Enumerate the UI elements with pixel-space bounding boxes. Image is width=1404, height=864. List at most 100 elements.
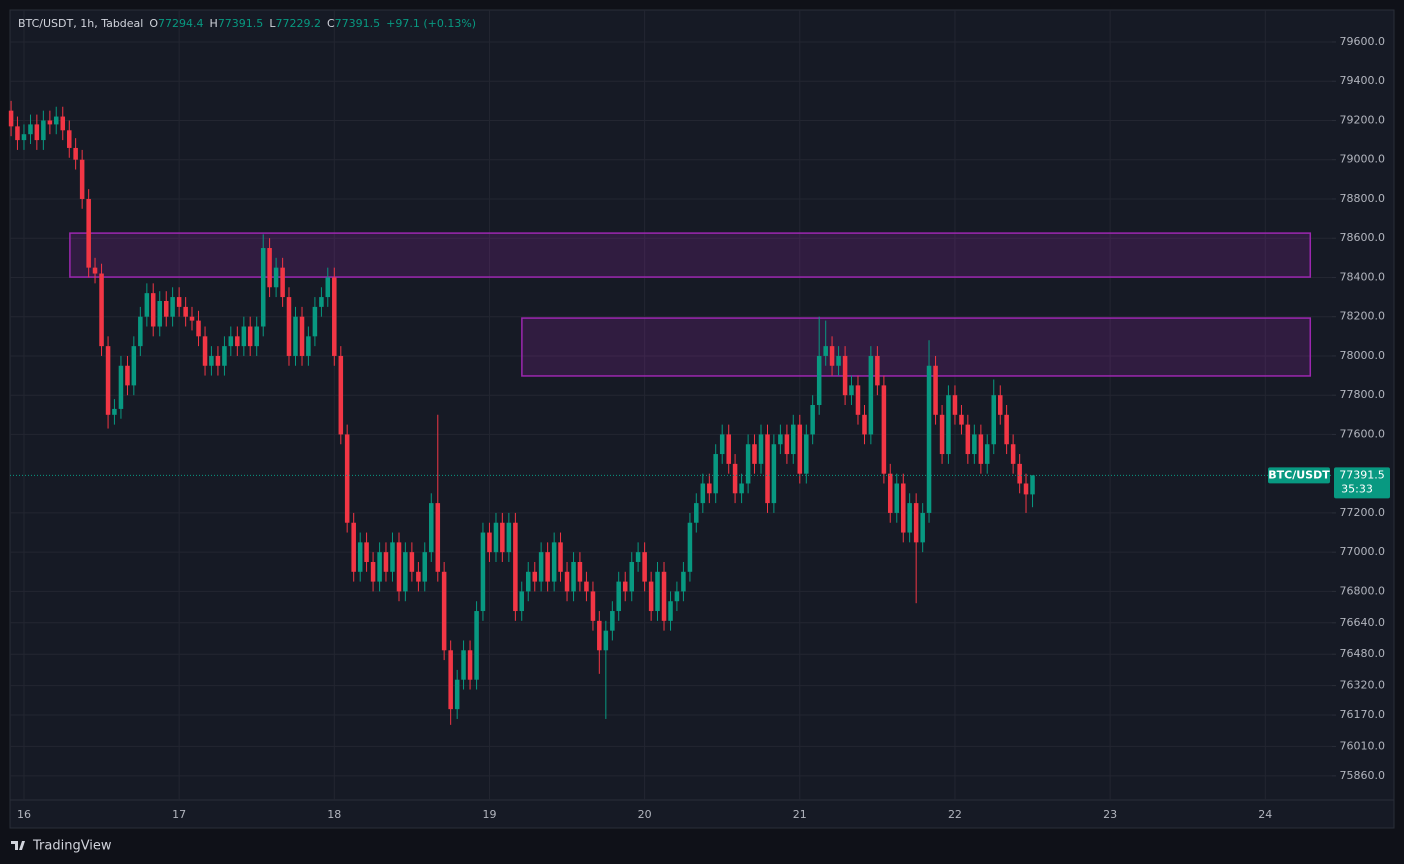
candle-body bbox=[629, 561, 635, 592]
candle-body bbox=[461, 650, 466, 680]
candle-body bbox=[8, 110, 14, 127]
candle-body bbox=[454, 679, 460, 710]
candle-body bbox=[202, 336, 208, 366]
candle-body bbox=[118, 365, 124, 409]
candle-body bbox=[603, 630, 609, 651]
candle-body bbox=[920, 512, 925, 543]
candle-body bbox=[235, 336, 240, 347]
y-tick-label: 78000.0 bbox=[1340, 349, 1386, 362]
x-tick-label: 22 bbox=[948, 808, 962, 821]
candle-body bbox=[487, 532, 492, 553]
symbol-tag bbox=[1268, 467, 1330, 484]
candle-body bbox=[21, 134, 27, 141]
candle-body bbox=[707, 483, 712, 494]
candle-body bbox=[752, 444, 757, 464]
candle-body bbox=[849, 385, 854, 396]
candle-body bbox=[429, 503, 434, 553]
candle-body bbox=[778, 434, 783, 445]
candle-body bbox=[997, 395, 1003, 415]
y-tick-label: 79400.0 bbox=[1340, 74, 1386, 87]
candle-body bbox=[965, 424, 971, 455]
candle-body bbox=[396, 542, 402, 592]
candle-body bbox=[635, 552, 641, 562]
candle-body bbox=[183, 306, 188, 317]
candle-body bbox=[474, 611, 479, 680]
candle-body bbox=[467, 650, 473, 680]
candle-body bbox=[377, 552, 382, 582]
candle-body bbox=[228, 336, 234, 347]
candle-body bbox=[642, 552, 647, 582]
candle-body bbox=[674, 591, 680, 602]
candle-body bbox=[513, 522, 518, 612]
candle-body bbox=[286, 297, 292, 356]
candle-body bbox=[564, 571, 570, 592]
candle-body bbox=[422, 552, 428, 582]
close-label: C bbox=[327, 17, 335, 30]
candle-body bbox=[500, 522, 505, 553]
x-tick-label: 20 bbox=[638, 808, 652, 821]
candle-body bbox=[247, 326, 253, 347]
candle-body bbox=[622, 581, 628, 592]
candle-body bbox=[797, 424, 803, 474]
candle-body bbox=[719, 434, 725, 455]
candle-body bbox=[577, 561, 583, 582]
candle-body bbox=[532, 571, 538, 582]
countdown-label: 35:33 bbox=[1341, 482, 1373, 495]
y-tick-label: 76010.0 bbox=[1340, 739, 1386, 752]
candle-body bbox=[105, 346, 111, 415]
legend-header: BTC/USDT, 1h, Tabdeal O77294.4 H77391.5 L77… bbox=[18, 17, 476, 30]
candle-body bbox=[959, 414, 964, 425]
y-tick-label: 75860.0 bbox=[1340, 769, 1386, 782]
candle-body bbox=[952, 395, 958, 415]
candle-body bbox=[933, 365, 938, 415]
candle-body bbox=[241, 326, 247, 347]
candle-body bbox=[1023, 483, 1029, 495]
candle-body bbox=[144, 293, 150, 317]
candle-body bbox=[1030, 475, 1035, 495]
open-label: O bbox=[149, 17, 158, 30]
candle-body bbox=[157, 301, 162, 327]
candle-body bbox=[53, 116, 59, 125]
candle-body bbox=[357, 542, 363, 572]
candle-body bbox=[332, 277, 337, 356]
x-tick-label: 17 bbox=[172, 808, 186, 821]
candle-body bbox=[823, 346, 828, 356]
zone bbox=[521, 317, 1312, 377]
candle-body bbox=[448, 650, 453, 710]
candle-body bbox=[758, 434, 764, 464]
candle-body bbox=[661, 571, 667, 621]
high-label: H bbox=[210, 17, 218, 30]
candle-body bbox=[590, 591, 596, 621]
candle-body bbox=[913, 503, 919, 543]
candle-body bbox=[946, 395, 951, 455]
x-tick-label: 18 bbox=[327, 808, 341, 821]
candle-body bbox=[28, 124, 33, 135]
candle-body bbox=[344, 434, 350, 523]
candle-body bbox=[687, 522, 693, 572]
candle-body bbox=[92, 267, 98, 274]
candle-body bbox=[842, 355, 848, 396]
candle-body bbox=[525, 571, 531, 592]
candle-body bbox=[694, 503, 699, 523]
chart-frame bbox=[9, 9, 1395, 829]
candle-body bbox=[209, 355, 214, 366]
candle-body bbox=[260, 248, 266, 327]
x-tick-label: 16 bbox=[17, 808, 31, 821]
candle-body bbox=[765, 434, 770, 504]
low-label: L bbox=[269, 17, 276, 30]
candle-body bbox=[370, 561, 376, 582]
change-value: +97.1 (+0.13%) bbox=[386, 17, 476, 30]
candle-body bbox=[978, 434, 984, 464]
y-tick-label: 78800.0 bbox=[1340, 192, 1386, 205]
candle-body bbox=[597, 620, 602, 651]
price-tag-label: 77391.5 bbox=[1339, 468, 1385, 481]
y-tick-label: 77800.0 bbox=[1340, 388, 1386, 401]
candle-body bbox=[655, 571, 660, 612]
candle-body bbox=[383, 552, 389, 572]
y-tick-label: 79600.0 bbox=[1340, 35, 1386, 48]
candle-body bbox=[125, 365, 130, 386]
candle-body bbox=[435, 503, 441, 572]
candle-body bbox=[73, 147, 78, 160]
